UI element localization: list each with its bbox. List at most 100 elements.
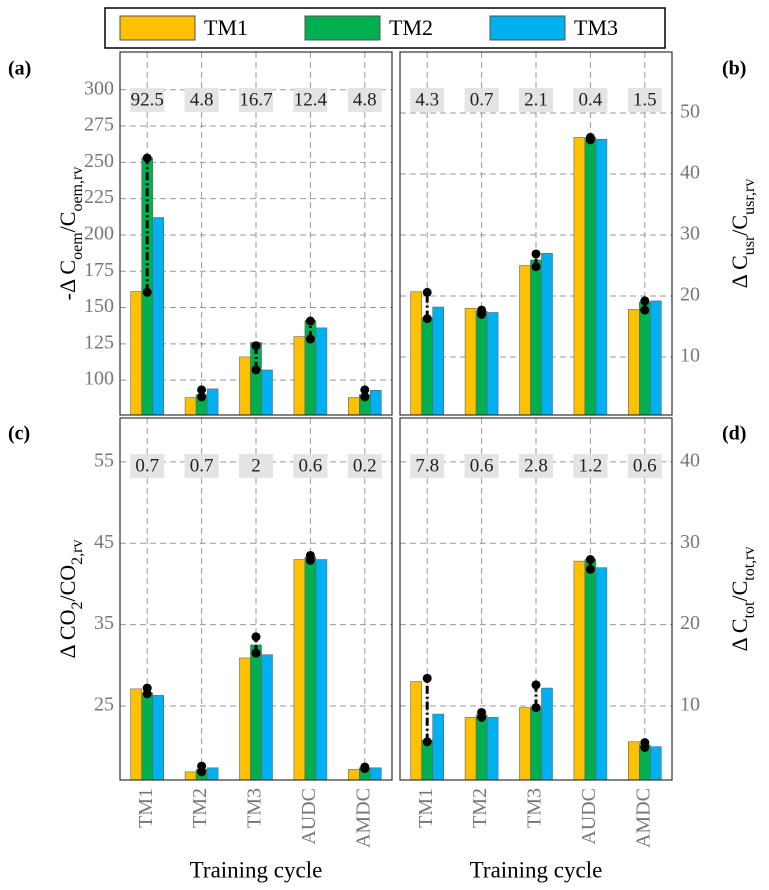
x-tick-label: TM2 xyxy=(469,788,491,828)
spread-label-bg xyxy=(130,454,165,478)
bar xyxy=(130,291,142,416)
bar xyxy=(573,560,586,781)
spread-label-bg xyxy=(573,88,608,112)
x-tick-label: AUDC xyxy=(298,788,320,845)
bar xyxy=(315,327,328,416)
spread-label: 4.8 xyxy=(353,89,377,110)
spread-label: 1.5 xyxy=(633,89,657,110)
y-tick-label: 40 xyxy=(680,162,700,184)
bar xyxy=(347,769,360,781)
spread-label-bg xyxy=(184,88,219,112)
bar xyxy=(239,657,251,781)
spread-label-bg xyxy=(293,454,328,478)
range-end xyxy=(640,738,650,748)
bar xyxy=(584,559,597,781)
spread-label-bg xyxy=(347,454,382,478)
range-end xyxy=(477,305,487,315)
y-axis-label-part: usr xyxy=(741,235,758,255)
bar xyxy=(206,388,219,416)
spread-label-bg xyxy=(464,88,499,112)
y-tick-label: 125 xyxy=(84,331,114,353)
y-tick-label: 30 xyxy=(680,223,700,245)
plot-frame xyxy=(399,417,673,781)
spread-label: 0.6 xyxy=(470,455,494,476)
bar xyxy=(184,771,197,781)
y-tick-label: 10 xyxy=(680,694,700,716)
y-axis-label-part: Δ C xyxy=(727,618,752,651)
spread-label-bg xyxy=(410,454,445,478)
range-end xyxy=(142,683,152,693)
y-tick-label: 250 xyxy=(84,150,114,172)
spread-label: 12.4 xyxy=(294,89,328,110)
y-tick-label: 225 xyxy=(84,186,114,208)
bar xyxy=(541,253,553,416)
range-end xyxy=(305,334,315,344)
spread-label-bg xyxy=(239,88,273,112)
bar xyxy=(584,137,597,416)
spread-label: 4.3 xyxy=(415,89,439,110)
y-tick-label: 300 xyxy=(84,77,114,99)
range-end xyxy=(531,703,541,713)
bar xyxy=(595,567,608,781)
spread-label-bg xyxy=(627,88,662,112)
panel-label: (a) xyxy=(8,58,31,80)
y-tick-label: 150 xyxy=(84,295,114,317)
bar xyxy=(206,767,219,781)
legend-swatch xyxy=(119,15,196,41)
x-axis-label: Training cycle xyxy=(190,857,323,882)
range-end xyxy=(251,341,261,351)
bar xyxy=(152,217,164,416)
range-end xyxy=(142,153,152,163)
bar xyxy=(595,138,608,416)
range-end xyxy=(197,392,207,402)
spread-label-bg xyxy=(130,88,165,112)
y-axis-label: Δ Ctot/Ctot,rv xyxy=(727,546,758,651)
x-tick-label: AUDC xyxy=(578,788,600,845)
range-end xyxy=(585,564,595,574)
y-axis-label-part: /C xyxy=(55,212,80,233)
spread-label: 7.8 xyxy=(415,455,439,476)
bar xyxy=(432,306,445,416)
y-axis-label-part: -Δ C xyxy=(55,260,80,300)
spread-label: 0.4 xyxy=(579,89,603,110)
bar xyxy=(486,312,499,416)
y-axis-label: Δ Cusr/Cusr,rv xyxy=(727,179,758,289)
bar xyxy=(519,265,531,416)
range-end xyxy=(197,385,207,395)
bar xyxy=(421,317,434,416)
y-tick-label: 20 xyxy=(680,284,700,306)
bar xyxy=(541,687,553,781)
x-tick-label: TM2 xyxy=(189,788,211,828)
spread-label-bg xyxy=(347,88,382,112)
y-tick-label: 10 xyxy=(680,345,700,367)
spread-label-bg xyxy=(519,454,553,478)
y-tick-label: 35 xyxy=(94,612,114,634)
y-tick-label: 50 xyxy=(680,101,700,123)
range-end xyxy=(142,287,152,297)
bar xyxy=(304,556,317,781)
spread-label-bg xyxy=(293,88,328,112)
legend-label: TM3 xyxy=(574,15,618,40)
x-axis-label: Training cycle xyxy=(470,857,603,882)
bar xyxy=(638,301,651,416)
bar xyxy=(152,695,164,781)
spread-label-bg xyxy=(464,454,499,478)
bar xyxy=(410,291,423,416)
y-axis-label-part: /CO xyxy=(55,565,80,602)
range-end xyxy=(585,555,595,565)
panel-label: (b) xyxy=(722,58,746,80)
y-tick-label: 100 xyxy=(84,368,114,390)
range-end xyxy=(251,365,261,375)
range-end xyxy=(422,737,432,747)
spread-label-bg xyxy=(519,88,553,112)
y-axis-label-part: /C xyxy=(727,581,752,602)
bar xyxy=(432,713,445,781)
bar xyxy=(410,681,423,781)
bar xyxy=(475,310,488,416)
spread-label: 1.2 xyxy=(579,455,603,476)
y-tick-label: 55 xyxy=(94,450,114,472)
range-end xyxy=(305,316,315,326)
legend-label: TM2 xyxy=(389,15,433,40)
bar xyxy=(475,714,488,781)
range-end xyxy=(251,632,261,642)
